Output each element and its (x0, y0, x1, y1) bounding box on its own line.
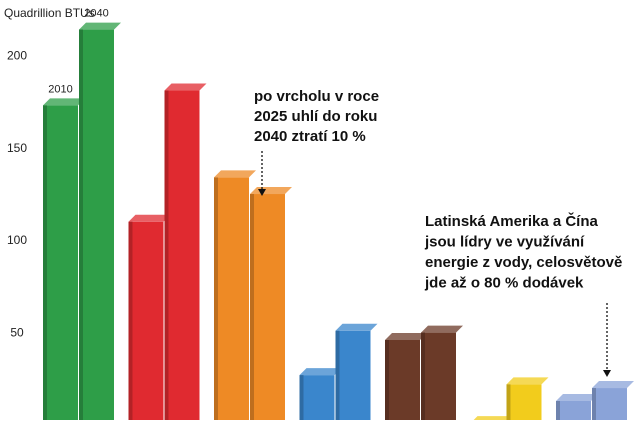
annotation-line: 2040 ztratí 10 % (254, 128, 366, 145)
bar-edge (335, 330, 340, 425)
bar-top (470, 416, 513, 424)
annotation-1: Latinská Amerika a Čína jsou lídry ve vyu… (424, 212, 622, 377)
bar-front (250, 194, 285, 425)
bar-top (214, 170, 256, 178)
bar-edge (43, 105, 47, 425)
bar-edge (299, 375, 304, 425)
bar-5-1 (506, 377, 549, 425)
bar-2-0 (214, 170, 256, 425)
bar-edge (79, 29, 83, 425)
bar-front (385, 340, 420, 425)
annotation-arrow-head (258, 189, 266, 196)
bar-front (164, 90, 200, 425)
bar-1-0 (128, 214, 171, 425)
y-tick-label-3: 200 (7, 48, 27, 62)
bar-top (506, 377, 549, 385)
bars: 2010 2040 (43, 8, 634, 425)
y-tick-label-1: 100 (7, 233, 27, 247)
y-tick-label-0: 50 (10, 326, 24, 340)
bar-top (79, 22, 121, 30)
bar-front (421, 332, 456, 425)
annotation-line: po vrcholu v roce (254, 88, 379, 105)
bar-top (335, 323, 378, 331)
y-axis-unit-label: Quadrillion BTUs (4, 6, 95, 20)
bar-2-1 (250, 187, 292, 425)
bar-top (385, 333, 427, 340)
bar-front (128, 221, 164, 425)
bar-4-0 (385, 333, 427, 425)
bar-5-0 (470, 416, 513, 425)
bar-front (214, 177, 249, 425)
bar-top (592, 381, 634, 389)
annotation-0: po vrcholu v roce 2025 uhlí do roku 2040 z… (254, 88, 379, 196)
bar-3-1 (335, 323, 378, 425)
bar-top (43, 98, 85, 106)
bar-edge (556, 400, 560, 425)
y-ticks: 50 100 150 200 (7, 48, 27, 339)
bar-edge (214, 177, 218, 425)
bar-6-1 (592, 381, 634, 425)
bar-front (79, 29, 114, 425)
bar-edge (128, 221, 133, 425)
bar-top (421, 325, 463, 333)
annotation-arrow-head (603, 370, 611, 377)
bar-top (164, 83, 207, 91)
bar-edge (506, 384, 511, 425)
bar-0-0 (43, 98, 85, 425)
annotation-line: jde až o 80 % dodávek (424, 275, 584, 292)
bar-1-1 (164, 83, 207, 425)
bar-front (335, 330, 371, 425)
y-tick-label-2: 150 (7, 141, 27, 155)
bar-edge (421, 332, 425, 425)
bar-top (556, 393, 598, 401)
annotation-line: 2025 uhlí do roku (254, 108, 377, 125)
bar-data-label: 2010 (48, 83, 72, 95)
bar-front (556, 400, 591, 425)
bar-0-1 (79, 22, 121, 425)
bar-edge (592, 388, 596, 425)
bar-3-0 (299, 368, 342, 425)
bar-top (299, 368, 342, 376)
annotation-line: Latinská Amerika a Čína (425, 212, 599, 230)
bar-edge (250, 194, 254, 425)
bar-front (299, 375, 335, 425)
bar-edge (164, 90, 169, 425)
bar-top (128, 214, 171, 222)
bar-front (506, 384, 542, 425)
bar-4-1 (421, 325, 463, 425)
bar-front (43, 105, 78, 425)
annotation-line: jsou lídry ve využívání (424, 234, 585, 251)
bar-top (250, 187, 292, 195)
annotations: po vrcholu v roce 2025 uhlí do roku 2040 z… (254, 88, 622, 377)
bar-edge (385, 340, 389, 425)
bar-data-label: 2040 (84, 8, 108, 20)
annotation-line: energie z vody, celosvětově (425, 254, 622, 271)
bar-front (592, 388, 627, 425)
bar-6-0 (556, 393, 598, 425)
